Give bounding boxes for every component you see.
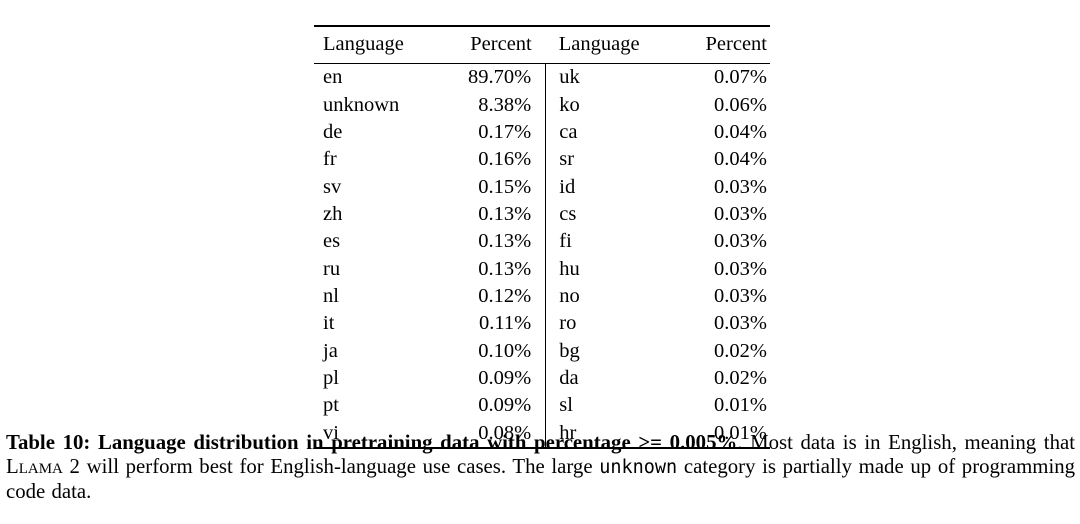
caption-bold-text: Table 10: Language distribution in pretr…: [6, 431, 738, 454]
table-row: it 0.11% ro 0.03%: [314, 310, 770, 338]
percent-cell: 0.01%: [714, 421, 767, 444]
percent-cell: 0.03%: [714, 230, 767, 253]
table-row: en 89.70% uk 0.07%: [314, 63, 770, 92]
language-cell: vi: [323, 421, 339, 444]
table-row: pt 0.09% sl 0.01%: [314, 392, 770, 420]
table-row: unknown 8.38% ko 0.06%: [314, 91, 770, 120]
percent-cell: 0.08%: [442, 419, 547, 449]
table-row: nl 0.12% no 0.03%: [314, 283, 770, 311]
table-row: de 0.17% ca 0.04%: [314, 119, 770, 147]
language-cell: ko: [559, 93, 580, 116]
language-cell: zh: [323, 203, 343, 226]
percent-cell: 0.09%: [442, 365, 547, 393]
percent-cell: 0.11%: [442, 310, 547, 338]
percent-cell: 0.13%: [442, 255, 547, 284]
caption-segment-2: will perform best for English-language u…: [79, 455, 600, 478]
table-row: fr 0.16% sr 0.04%: [314, 146, 770, 174]
language-cell: fr: [323, 148, 337, 171]
language-cell: ru: [323, 257, 341, 280]
table-row: es 0.13% fi 0.03%: [314, 228, 770, 256]
percent-cell: 0.03%: [714, 175, 767, 198]
percent-cell: 0.03%: [714, 257, 767, 280]
language-cell: sr: [559, 148, 575, 171]
table-caption: Table 10: Language distribution in pretr…: [6, 431, 1075, 504]
language-cell: es: [323, 230, 341, 253]
language-cell: it: [323, 312, 335, 335]
language-cell: fi: [559, 230, 572, 253]
language-cell: uk: [559, 66, 580, 89]
language-table: Language Percent Language Percent en 89.7…: [314, 25, 770, 450]
language-cell: nl: [323, 285, 339, 308]
language-cell: cs: [559, 203, 577, 226]
language-cell: pl: [323, 367, 339, 390]
percent-cell: 0.01%: [714, 394, 767, 417]
unknown-monospace: unknown: [599, 457, 678, 478]
language-cell: unknown: [323, 93, 400, 116]
percent-cell: 0.10%: [442, 337, 547, 366]
language-cell: de: [323, 121, 343, 144]
percent-cell: 0.13%: [442, 201, 547, 229]
percent-cell: 0.03%: [714, 285, 767, 308]
caption-segment-3: category is partially made up of program…: [6, 455, 1076, 503]
header-percent-right: Percent: [677, 26, 770, 65]
table-row: vi 0.08% hr 0.01%: [314, 419, 770, 449]
percent-cell: 0.16%: [442, 146, 547, 174]
percent-cell: 0.06%: [714, 93, 767, 116]
percent-cell: 0.09%: [442, 392, 547, 420]
table-header: Language Percent Language Percent: [314, 26, 770, 65]
percent-cell: 0.04%: [714, 121, 767, 144]
percent-cell: 0.02%: [714, 339, 767, 362]
table-row: ru 0.13% hu 0.03%: [314, 255, 770, 284]
language-cell: ja: [323, 339, 338, 362]
table-row: ja 0.10% bg 0.02%: [314, 337, 770, 366]
language-cell: ca: [559, 121, 578, 144]
language-cell: en: [323, 66, 343, 89]
language-cell: da: [559, 367, 579, 390]
language-cell: pt: [323, 394, 339, 417]
header-language-left: Language: [314, 26, 443, 65]
percent-cell: 8.38%: [442, 91, 547, 120]
table-row: pl 0.09% da 0.02%: [314, 365, 770, 393]
percent-cell: 89.70%: [442, 63, 547, 92]
language-cell: no: [559, 285, 580, 308]
table-row: zh 0.13% cs 0.03%: [314, 201, 770, 229]
percent-cell: 0.07%: [714, 66, 767, 89]
header-percent-left: Percent: [442, 26, 546, 65]
percent-cell: 0.15%: [442, 173, 547, 202]
language-cell: bg: [559, 339, 580, 362]
percent-cell: 0.13%: [442, 228, 547, 256]
percent-cell: 0.03%: [714, 312, 767, 335]
language-cell: id: [559, 175, 576, 198]
language-cell: ro: [559, 312, 577, 335]
percent-cell: 0.12%: [442, 283, 547, 311]
header-row: Language Percent Language Percent: [314, 26, 770, 65]
percent-cell: 0.04%: [714, 148, 767, 171]
header-language-right: Language: [545, 26, 678, 65]
percent-cell: 0.03%: [714, 203, 767, 226]
table-row: sv 0.15% id 0.03%: [314, 173, 770, 202]
caption-segment-1: . Most data is in English, meaning that: [737, 431, 1075, 454]
language-cell: hr: [559, 421, 577, 444]
percent-cell: 0.02%: [714, 367, 767, 390]
language-cell: sl: [559, 394, 573, 417]
language-distribution-table: Language Percent Language Percent en 89.7…: [314, 25, 770, 450]
percent-cell: 0.17%: [442, 119, 547, 147]
table-body: en 89.70% uk 0.07% unknown 8.38% ko 0.06% de 0.17…: [314, 63, 770, 449]
llama-2-smallcaps: Llama 2: [6, 455, 80, 478]
language-cell: sv: [323, 175, 342, 198]
language-cell: hu: [559, 257, 580, 280]
